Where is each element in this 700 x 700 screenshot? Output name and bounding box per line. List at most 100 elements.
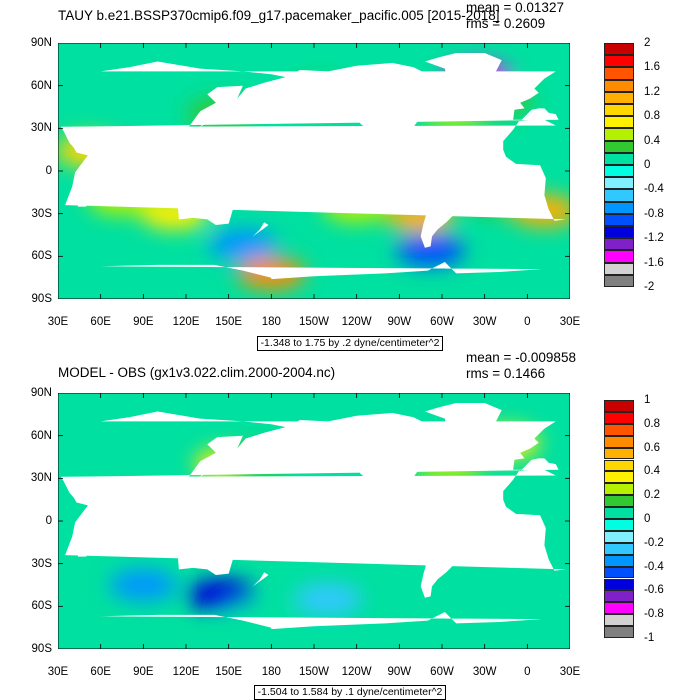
panel-title: TAUY b.e21.BSSP370cmip6.f09_g17.pacemake… [58, 8, 500, 23]
colorbar-label: 1.2 [644, 85, 660, 98]
colorbar-label: 1 [644, 394, 651, 406]
colorbar-label: 1.6 [644, 61, 660, 74]
landmass-antarctica [100, 612, 542, 649]
y-tick-label: 30N [30, 122, 52, 135]
x-tick-label: 90W [387, 316, 412, 328]
landmass-indonesia [150, 163, 229, 184]
colorbar-label: 0.8 [644, 110, 660, 123]
colorbar-swatch [604, 459, 634, 472]
colorbar-label: -1 [644, 632, 655, 644]
landmass-madagascar [77, 539, 87, 557]
landmass-new-zealand [252, 222, 269, 237]
colorbar-swatch [604, 152, 634, 165]
x-tick-label: 90W [387, 666, 412, 678]
colorbar-swatch [604, 423, 634, 436]
colorbar-label: -2 [644, 281, 655, 293]
panel-title: MODEL - OBS (gx1v3.022.clim.2000-2004.nc… [58, 365, 336, 380]
y-tick-label: 60N [30, 79, 52, 92]
x-tick-label: 30E [559, 316, 581, 328]
colorbar-swatch [604, 495, 634, 508]
colorbar-swatch [604, 201, 634, 214]
x-tick-label: 90E [133, 316, 154, 328]
landmass-eurasia [60, 61, 559, 160]
colorbar-label: 0.6 [644, 441, 660, 454]
mean-label: mean = -0.009858 [466, 350, 576, 365]
colorbar-swatch [604, 226, 634, 239]
colorbar-swatch [604, 507, 634, 519]
landmass-africa [60, 118, 566, 221]
x-tick-label: 0 [524, 666, 531, 678]
colorbar-swatch [604, 189, 634, 202]
colorbar-swatch [604, 177, 634, 190]
x-tick-label: 150E [215, 316, 243, 328]
x-tick-label: 60W [430, 666, 454, 678]
colorbar-label: -0.4 [644, 183, 664, 196]
colorbar-label: 0.4 [644, 465, 660, 478]
colorbar-label: 2 [644, 37, 651, 49]
colorbar [604, 400, 634, 638]
landmass-antarctica [100, 262, 542, 299]
x-tick-label: 30E [47, 316, 69, 328]
x-tick-label: 30W [472, 666, 497, 678]
colorbar-swatch [604, 262, 634, 275]
x-tick-label: 0 [524, 316, 531, 328]
landmass-australia [177, 186, 233, 225]
x-tick-label: 120E [172, 316, 200, 328]
y-tick-label: 0 [45, 515, 52, 527]
x-tick-label: 120W [341, 666, 372, 678]
landmass-africa [60, 468, 566, 571]
map-plot [57, 392, 571, 650]
rms-label: rms = 0.2609 [466, 16, 546, 31]
y-tick-label: 60N [30, 429, 52, 442]
x-tick-label: 150W [298, 666, 330, 678]
y-tick-label: 90S [31, 293, 52, 305]
y-tick-label: 90N [30, 37, 52, 49]
colorbar-swatch [604, 104, 634, 117]
colorbar-swatch [604, 411, 634, 424]
landmass-eurasia [60, 411, 559, 510]
rms-label: rms = 0.1466 [466, 366, 546, 381]
colorbar-label: 0.8 [644, 417, 660, 430]
colorbar-label: 0.2 [644, 489, 660, 502]
colorbar-swatch [604, 483, 634, 496]
colorbar-label: 0 [644, 159, 651, 171]
landmass-australia [177, 536, 233, 575]
x-tick-label: 150E [215, 666, 243, 678]
colorbar-swatch [604, 400, 634, 412]
landmass-japan [200, 107, 218, 127]
colorbar-swatch [604, 530, 634, 543]
colorbar-swatch [604, 471, 634, 484]
x-tick-label: 30E [47, 666, 69, 678]
y-tick-label: 30N [30, 472, 52, 485]
colorbar-label: -0.8 [644, 207, 664, 220]
colorbar-swatch [604, 213, 634, 226]
landmass-uk [518, 88, 531, 100]
contour-scale-note: -1.348 to 1.75 by .2 dyne/centimeter^2 [0, 333, 700, 351]
mean-label: mean = 0.01327 [466, 0, 564, 15]
colorbar-swatch [604, 554, 634, 567]
x-tick-label: 180 [261, 666, 281, 678]
x-tick-label: 120E [172, 666, 200, 678]
x-tick-label: 150W [298, 316, 330, 328]
landmass-madagascar [77, 189, 87, 207]
colorbar-label: 0.4 [644, 134, 660, 147]
colorbar [604, 43, 634, 287]
bottom-panel: MODEL - OBS (gx1v3.022.clim.2000-2004.nc… [0, 350, 700, 700]
colorbar-swatch [604, 435, 634, 448]
colorbar-swatch [604, 67, 634, 80]
x-tick-label: 60E [90, 316, 111, 328]
colorbar-label: -0.8 [644, 608, 664, 621]
y-tick-label: 30S [31, 207, 52, 220]
landmass-uk [518, 438, 531, 450]
field-anomaly [294, 583, 363, 616]
colorbar-swatch [604, 79, 634, 92]
x-tick-label: 30W [472, 316, 497, 328]
x-tick-label: 30E [559, 666, 581, 678]
field-anomaly [187, 578, 256, 611]
colorbar-swatch [604, 274, 634, 287]
colorbar-swatch [604, 614, 634, 627]
colorbar-label: -1.6 [644, 256, 664, 269]
field-anomaly [109, 569, 178, 601]
y-tick-label: 90N [30, 387, 52, 399]
colorbar-swatch [604, 140, 634, 153]
